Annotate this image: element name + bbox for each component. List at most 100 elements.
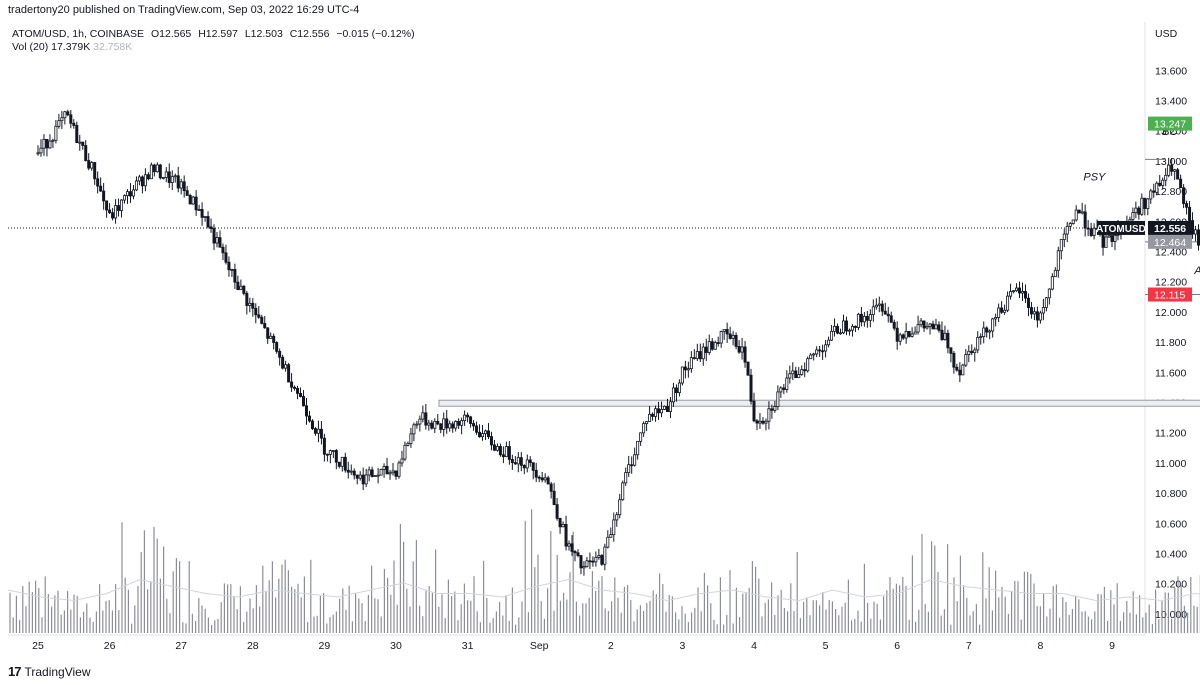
candle-body [475, 425, 479, 433]
x-tick-label: 7 [966, 640, 972, 652]
candle-body [146, 174, 150, 180]
candle-body [877, 303, 881, 306]
candle-body [749, 374, 753, 402]
candle-body [1092, 227, 1096, 236]
candle-body [731, 335, 735, 339]
candle-body [1077, 209, 1081, 214]
candle-body [967, 350, 971, 355]
candle-body [478, 431, 482, 438]
candle-body [376, 474, 380, 477]
y-tick-label: 10.400 [1155, 548, 1187, 560]
candle-body [654, 408, 658, 417]
candle-body [1137, 207, 1141, 215]
candle-body [281, 356, 285, 369]
currency-label: USD [1155, 28, 1178, 40]
candle-body [134, 180, 138, 191]
x-tick-label: 5 [823, 640, 829, 652]
candle-body [949, 347, 953, 354]
candle-body [725, 329, 729, 335]
candle-body [266, 327, 270, 339]
candle-body [940, 329, 944, 340]
candle-body [397, 462, 401, 477]
candle-body [242, 285, 246, 294]
candle-body [152, 164, 156, 173]
candle-body [99, 185, 103, 192]
candle-body [194, 196, 198, 211]
candle-body [943, 332, 947, 340]
y-tick-label: 10.200 [1155, 579, 1187, 591]
candle-body [1012, 290, 1016, 293]
candle-body [677, 382, 681, 394]
candle-body [546, 477, 550, 485]
footer-brand[interactable]: 17 TradingView [8, 664, 91, 679]
candle-body [310, 420, 314, 430]
candle-body [206, 216, 210, 228]
candle-body [883, 310, 887, 315]
y-tick-label: 11.000 [1155, 458, 1186, 470]
candle-body [1104, 236, 1108, 248]
candle-body [51, 139, 55, 142]
candle-body [1047, 288, 1051, 299]
candle-body [961, 364, 965, 376]
candle-body [633, 454, 637, 466]
candle-body [660, 408, 664, 414]
candle-body [564, 524, 568, 547]
candle-body [1041, 307, 1045, 314]
candle-body [164, 171, 168, 178]
candle-body [853, 325, 857, 328]
candle-body [713, 342, 717, 350]
candle-body [570, 543, 574, 552]
volume-legend[interactable]: Vol (20) 17.379K 32.758K [12, 41, 132, 53]
candle-body [302, 396, 306, 407]
candle-body [561, 524, 565, 528]
range-zone-rectangle [438, 399, 1200, 407]
candle-body [463, 414, 467, 421]
candle-body [1089, 228, 1093, 236]
candle-body [385, 465, 389, 475]
candle-body [695, 351, 699, 359]
candle-body [988, 330, 992, 333]
candle-body [868, 314, 872, 321]
candle-body [102, 190, 106, 202]
candle-body [683, 366, 687, 371]
candle-body [889, 315, 893, 323]
candle-body [934, 324, 938, 330]
candle-body [1197, 229, 1200, 246]
candle-body [606, 536, 610, 548]
volume-ma-line [7, 578, 1200, 602]
candle-body [137, 176, 141, 182]
candle-body [197, 209, 201, 211]
candle-body [1026, 297, 1030, 308]
candle-body [155, 164, 159, 173]
candle-body [531, 462, 535, 471]
candle-body [1044, 297, 1048, 308]
candle-body [254, 307, 258, 316]
candle-body [1149, 190, 1153, 200]
candle-body [976, 336, 980, 351]
candle-body [218, 237, 222, 248]
candle-body [1146, 198, 1150, 209]
candle-body [481, 433, 485, 438]
candle-body [839, 332, 843, 335]
symbol-legend[interactable]: ATOM/USD, 1h, COINBASE O12.565 H12.597 L… [12, 28, 419, 40]
candle-body [668, 401, 672, 413]
candle-body [1018, 287, 1022, 294]
candle-body [1050, 276, 1054, 290]
candle-body [716, 342, 720, 344]
candle-body [892, 321, 896, 329]
candle-body [358, 474, 362, 479]
candle-body [567, 543, 571, 547]
candle-body [824, 344, 828, 352]
symbol-tag-background [1097, 220, 1145, 235]
candle-body [69, 114, 73, 124]
candle-body [445, 418, 449, 429]
candle-body [818, 349, 822, 352]
change-value: −0.015 (−0.12%) [336, 28, 415, 40]
candle-body [257, 314, 261, 318]
candle-body [1035, 311, 1039, 321]
symbol-tag-label: ATOMUSD [1096, 224, 1146, 235]
candle-body [806, 358, 810, 372]
candle-body [579, 555, 583, 569]
candle-body [1015, 287, 1019, 292]
